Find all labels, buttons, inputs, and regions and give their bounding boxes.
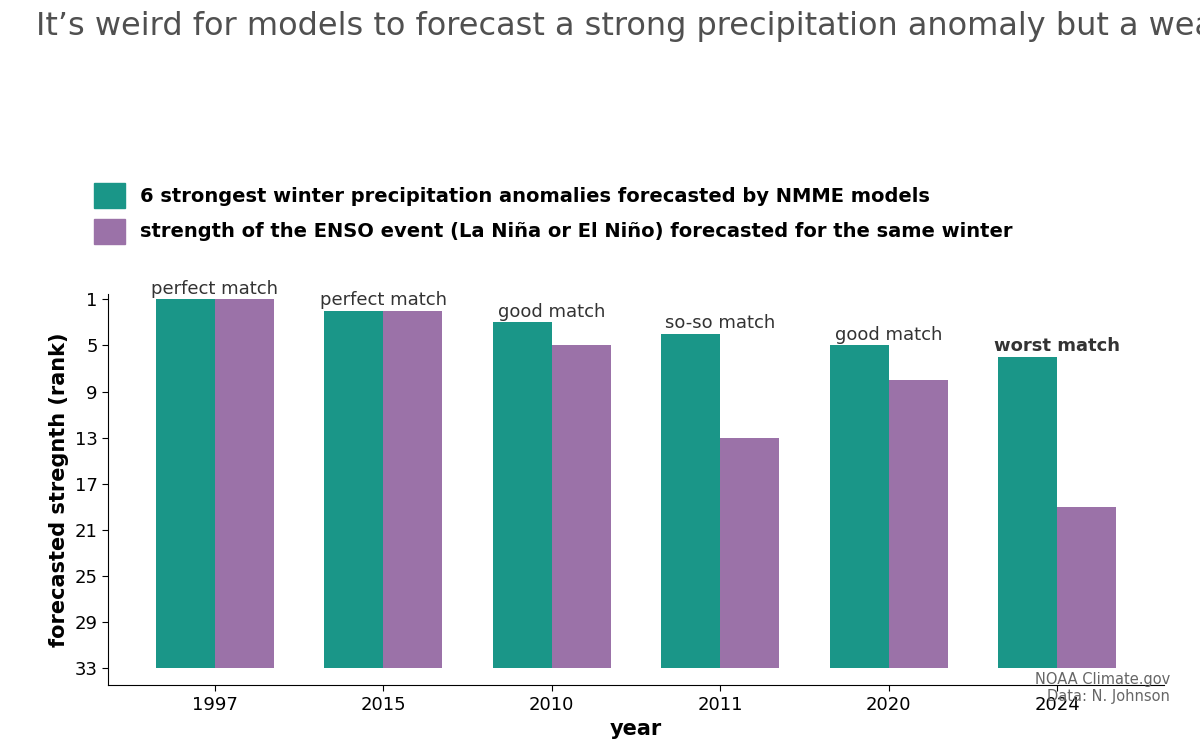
Bar: [661, 334, 720, 668]
Bar: [215, 300, 274, 668]
Legend: 6 strongest winter precipitation anomalies forecasted by NMME models, strength o: 6 strongest winter precipitation anomali…: [94, 183, 1013, 243]
Bar: [720, 437, 779, 668]
Text: perfect match: perfect match: [320, 291, 446, 309]
Bar: [156, 300, 215, 668]
Text: good match: good match: [498, 303, 606, 321]
Text: worst match: worst match: [994, 337, 1120, 355]
Text: perfect match: perfect match: [151, 279, 278, 297]
Bar: [493, 322, 552, 668]
Bar: [1057, 507, 1116, 668]
Bar: [998, 357, 1057, 668]
Bar: [829, 346, 889, 668]
Bar: [552, 346, 611, 668]
Text: NOAA Climate.gov
Data: N. Johnson: NOAA Climate.gov Data: N. Johnson: [1034, 672, 1170, 704]
Y-axis label: forecasted stregnth (rank): forecasted stregnth (rank): [49, 332, 70, 647]
Text: so-so match: so-so match: [665, 314, 775, 332]
Text: It’s weird for models to forecast a strong precipitation anomaly but a weak ENSO: It’s weird for models to forecast a stro…: [36, 11, 1200, 42]
Bar: [324, 311, 383, 668]
Bar: [383, 311, 443, 668]
Text: good match: good match: [835, 326, 942, 344]
X-axis label: year: year: [610, 719, 662, 739]
Bar: [889, 380, 948, 668]
